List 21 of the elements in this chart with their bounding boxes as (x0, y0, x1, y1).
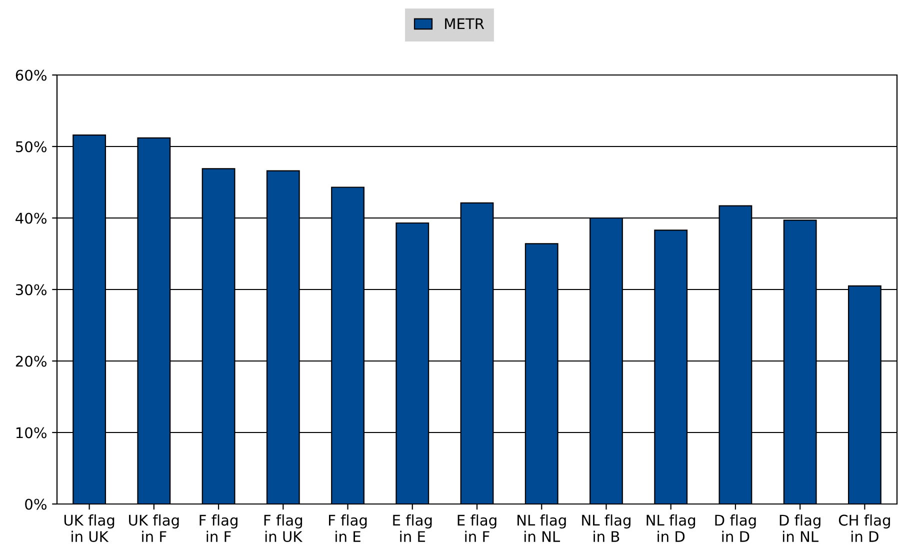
x-tick-label: D flag in D (715, 514, 756, 542)
x-tick-label: F flag in F (200, 514, 238, 542)
x-tick-label: CH flag in D (838, 514, 890, 542)
x-tick-label: E flag in E (393, 514, 432, 542)
y-tick-label: 20% (16, 356, 46, 367)
legend-label: METR (445, 18, 484, 30)
x-tick-label: NL flag in D (646, 514, 696, 542)
x-tick-label: UK flag in UK (64, 514, 114, 542)
x-tick-label: E flag in F (458, 514, 496, 542)
y-tick-label: 60% (16, 70, 46, 81)
y-tick-label: 40% (16, 212, 46, 224)
x-tick-label: F flag in UK (264, 514, 303, 542)
x-tick-label: D flag in NL (780, 514, 820, 542)
y-tick-label: 30% (16, 284, 46, 296)
y-tick-label: 0% (25, 498, 46, 510)
x-tick-label: NL flag in B (582, 514, 630, 542)
x-tick-label: UK flag in F (129, 514, 179, 542)
y-tick-label: 10% (16, 427, 46, 438)
x-tick-label: F flag in E (329, 514, 367, 542)
x-tick-label: NL flag in NL (518, 514, 566, 542)
y-tick-label: 50% (16, 141, 46, 152)
